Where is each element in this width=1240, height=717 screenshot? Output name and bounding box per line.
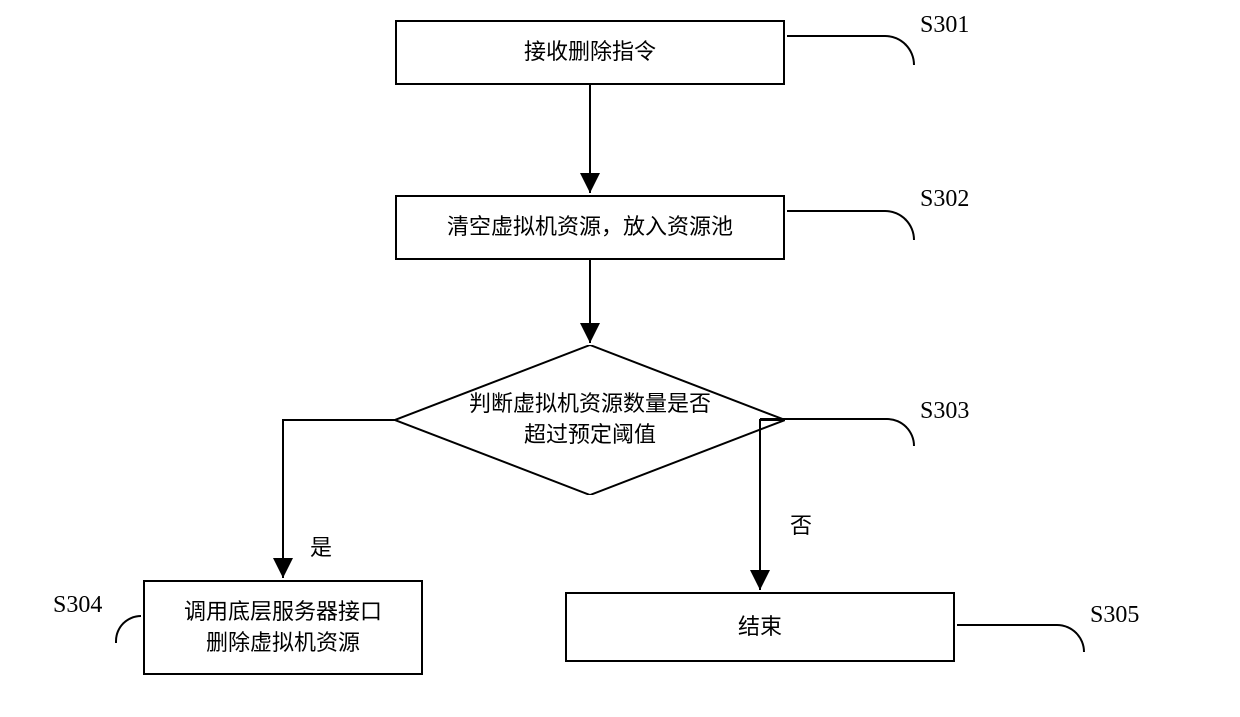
leader-s304 — [115, 615, 141, 643]
step-label-s305: S305 — [1090, 602, 1139, 629]
node-s301-text: 接收删除指令 — [524, 37, 656, 68]
node-s305: 结束 — [565, 592, 955, 662]
node-s305-text: 结束 — [738, 612, 782, 643]
step-label-s303: S303 — [920, 398, 969, 425]
edge-label-no: 否 — [790, 508, 812, 540]
node-s302-text: 清空虚拟机资源，放入资源池 — [447, 212, 733, 243]
node-s304-text-2: 删除虚拟机资源 — [184, 628, 382, 659]
step-label-s302: S302 — [920, 186, 969, 213]
node-s304-text-1: 调用底层服务器接口 — [184, 597, 382, 628]
node-s304: 调用底层服务器接口 删除虚拟机资源 — [143, 580, 423, 675]
leader-s301 — [787, 35, 915, 65]
leader-s305 — [957, 624, 1085, 652]
node-s303-text-2: 超过预定阈值 — [469, 420, 711, 451]
node-s301: 接收删除指令 — [395, 20, 785, 85]
edge-label-yes: 是 — [310, 530, 332, 562]
node-s303-text-1: 判断虚拟机资源数量是否 — [469, 389, 711, 420]
leader-s302 — [787, 210, 915, 240]
leader-s303 — [760, 418, 915, 446]
step-label-s301: S301 — [920, 12, 969, 39]
step-label-s304: S304 — [53, 592, 102, 619]
node-s303: 判断虚拟机资源数量是否 超过预定阈值 — [395, 345, 785, 495]
node-s302: 清空虚拟机资源，放入资源池 — [395, 195, 785, 260]
